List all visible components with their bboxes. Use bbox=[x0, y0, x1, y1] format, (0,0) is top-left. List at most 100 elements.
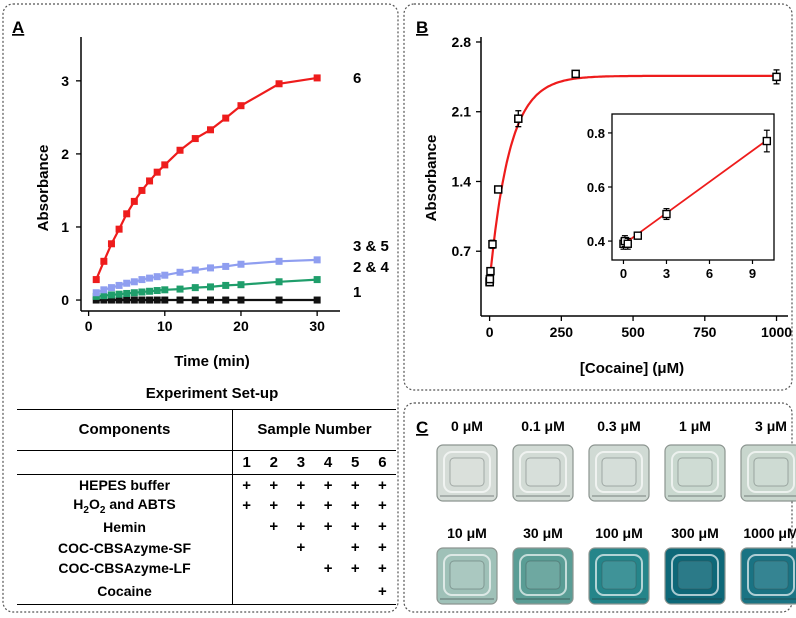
component-name: Cocaine bbox=[17, 578, 234, 605]
data-point bbox=[191, 266, 199, 274]
data-point bbox=[176, 285, 184, 293]
component-mark: + bbox=[323, 518, 333, 536]
setup-title: Experiment Set-up bbox=[146, 385, 279, 402]
component-mark: + bbox=[296, 476, 306, 494]
cuvette-inner bbox=[449, 560, 485, 590]
component-name: H2O2 and ABTS bbox=[17, 495, 234, 517]
data-point bbox=[488, 240, 497, 249]
panel-c-label: C bbox=[416, 418, 428, 437]
data-point bbox=[275, 296, 283, 304]
data-point bbox=[138, 186, 146, 194]
component-mark: + bbox=[242, 476, 251, 494]
cuvette-rim bbox=[443, 554, 491, 596]
concentration-label: 0 μM bbox=[451, 418, 483, 434]
component-mark: + bbox=[378, 539, 387, 557]
cuvette bbox=[512, 547, 574, 605]
data-point bbox=[161, 296, 169, 304]
series-label: 3 & 5 bbox=[353, 238, 389, 255]
data-point bbox=[493, 185, 503, 194]
data-point bbox=[161, 286, 169, 294]
data-point bbox=[207, 264, 214, 272]
component-mark: + bbox=[323, 476, 333, 494]
col-components-header: Components bbox=[17, 409, 234, 451]
setup-row: COC-CBSAzyme-LF + + + bbox=[17, 558, 396, 579]
sample-number: 6 bbox=[368, 450, 396, 475]
component-name: COC-CBSAzyme-LF bbox=[17, 558, 234, 579]
experiment-setup-table: Components Sample Number 1 2 3 4 5 6 HEP… bbox=[17, 409, 396, 605]
data-point bbox=[100, 286, 108, 294]
y-tick-label: 1 bbox=[61, 219, 69, 235]
component-mark bbox=[341, 578, 369, 605]
data-point bbox=[115, 296, 123, 304]
component-name: HEPES buffer bbox=[17, 474, 234, 496]
inset-chart: 0 3 6 9 0.4 0.6 0.8 bbox=[587, 113, 775, 281]
y-tick-label: 2 bbox=[61, 146, 69, 162]
data-point bbox=[130, 296, 138, 304]
cuvette-body bbox=[512, 444, 574, 502]
y-tick-label: 0.7 bbox=[452, 243, 472, 259]
panel-b-border bbox=[403, 3, 793, 391]
cuvette-rim bbox=[519, 554, 567, 596]
data-point bbox=[100, 296, 108, 304]
data-point bbox=[313, 296, 321, 304]
series-line bbox=[95, 76, 318, 281]
component-mark: + bbox=[350, 559, 360, 577]
concentration-label: 1 μM bbox=[679, 418, 711, 434]
component-mark: + bbox=[242, 497, 251, 515]
cuvette-body bbox=[436, 444, 498, 502]
cuvette-inner bbox=[753, 457, 789, 487]
data-point bbox=[275, 257, 283, 265]
fit-curve bbox=[488, 74, 777, 283]
x-tick-label: 0 bbox=[85, 318, 93, 334]
cuvette-body bbox=[740, 444, 796, 502]
cuvette-rim bbox=[595, 451, 643, 493]
data-point bbox=[207, 126, 214, 134]
data-point bbox=[100, 292, 108, 300]
component-mark: + bbox=[296, 497, 306, 515]
component-mark: + bbox=[350, 497, 360, 515]
cuvette-rim bbox=[671, 554, 719, 596]
data-point bbox=[100, 257, 108, 265]
component-mark: + bbox=[296, 539, 306, 557]
component-mark bbox=[233, 558, 261, 579]
cuvette-body bbox=[588, 547, 650, 605]
panel-a-border bbox=[2, 3, 399, 613]
col-sample-header: Sample Number bbox=[232, 409, 396, 451]
sample-number: 3 bbox=[287, 450, 315, 475]
component-mark bbox=[233, 516, 261, 537]
component-mark bbox=[260, 558, 287, 579]
cuvette-body bbox=[588, 444, 650, 502]
data-point bbox=[207, 283, 214, 291]
component-name: Hemin bbox=[17, 516, 234, 538]
inset-x-tick-label: 9 bbox=[749, 266, 756, 281]
panel-b-xlabel: [Cocaine] (μM) bbox=[580, 360, 684, 377]
data-point bbox=[146, 274, 154, 282]
inset-data-point bbox=[662, 209, 671, 219]
component-mark: + bbox=[269, 476, 279, 494]
data-point bbox=[92, 276, 100, 284]
panel-b-ylabel: Absorbance bbox=[423, 135, 440, 222]
data-point bbox=[486, 266, 495, 276]
sample-number: 4 bbox=[314, 450, 342, 475]
component-mark bbox=[287, 578, 315, 605]
data-point bbox=[571, 69, 580, 79]
data-point bbox=[772, 72, 781, 82]
data-point bbox=[176, 268, 184, 276]
cuvette-inner bbox=[677, 560, 713, 590]
data-point bbox=[107, 296, 115, 304]
component-mark: + bbox=[378, 476, 387, 494]
data-point bbox=[92, 292, 100, 300]
cuvette-body bbox=[664, 444, 726, 502]
component-mark: + bbox=[350, 518, 360, 536]
data-point bbox=[146, 296, 154, 304]
data-point bbox=[138, 296, 146, 304]
y-tick-label: 3 bbox=[61, 73, 69, 89]
series-label: 2 & 4 bbox=[353, 259, 390, 276]
inset-y-tick-label: 0.6 bbox=[587, 180, 605, 195]
concentration-label: 100 μM bbox=[595, 525, 642, 541]
x-tick-label: 750 bbox=[693, 324, 717, 340]
setup-row: H2O2 and ABTS + + + + + + bbox=[17, 495, 396, 517]
component-mark: + bbox=[269, 518, 279, 536]
cuvette-body bbox=[436, 547, 498, 605]
component-mark: + bbox=[323, 497, 333, 515]
